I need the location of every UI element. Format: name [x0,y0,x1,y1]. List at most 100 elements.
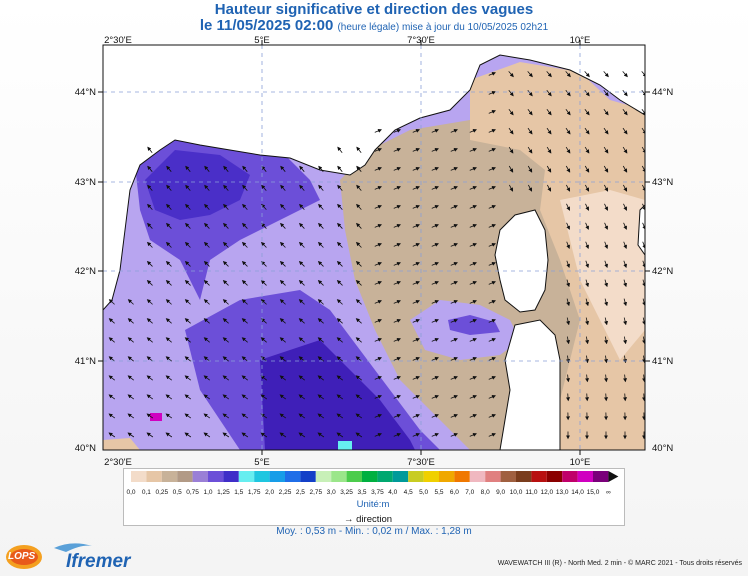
wave-arrow [622,90,628,97]
wave-arrow [622,146,628,154]
wave-arrow [393,167,401,171]
wave-arrow [223,203,229,210]
wave-arrow [241,375,249,381]
wave-arrow [108,318,115,324]
wave-arrow [604,203,608,211]
wave-arrow [280,222,286,229]
update-note: (heure légale) mise à jour du 10/05/2025… [337,22,549,33]
wave-arrow [623,260,627,269]
wave-arrow [469,319,477,323]
wave-arrow [393,395,401,399]
axis-ticks [98,40,650,455]
wave-arrow [203,432,211,438]
wave-arrow [336,432,344,438]
wave-arrow [566,374,571,383]
very-low-wave-zone [470,62,645,450]
wave-arrow [317,375,325,381]
wave-arrow [546,90,552,97]
wave-arrow [393,243,401,247]
wave-arrow [204,184,210,191]
wave-arrow [108,299,115,305]
wave-arrow [508,108,514,116]
wave-arrow [261,203,267,210]
wave-arrow [356,146,362,153]
wave-arrow [450,186,458,190]
bottom-lon-label: 10°E [570,457,591,468]
wave-arrow [469,376,477,380]
wave-arrow [279,337,286,343]
wave-arrow [623,203,627,211]
high-wave-pocket [448,315,500,335]
wave-arrow [127,432,135,438]
wave-arrow [222,394,230,400]
ifremer-logo-text: Ifremer [66,551,131,572]
wave-arrow [222,337,229,343]
model-credit: WAVEWATCH III (R) - North Med. 2 min - ©… [497,560,742,567]
wave-arrow [623,298,628,307]
wave-arrow [355,241,362,248]
wave-arrow [412,224,420,228]
wave-arrow [622,127,628,135]
wave-arrow [604,355,609,364]
wave-arrow [622,108,628,116]
wave-arrow [203,413,211,419]
wave-arrow [393,376,401,380]
wave-arrow [146,432,154,438]
wave-arrow [374,129,382,133]
wave-arrow [336,375,344,381]
wave-arrow [585,203,589,211]
wave-arrow [450,205,458,209]
wave-arrow [298,375,306,381]
wave-arrow [203,337,210,343]
right-lat-label: 40°N [652,443,673,454]
wave-arrow [355,260,362,267]
wave-arrow [431,262,439,266]
wave-arrow [165,260,172,267]
wave-arrow [603,146,609,154]
direction-legend: → direction [344,514,392,525]
wave-arrow [469,300,477,304]
top-lon-label: 10°E [570,35,591,46]
wave-arrow [469,414,477,418]
wave-arrow [222,413,230,419]
wave-arrow [336,394,344,400]
wave-arrow [184,413,192,419]
wave-arrow [355,356,362,362]
wave-arrow [412,262,420,266]
wave-arrow [566,298,571,307]
wave-arrow [185,184,191,191]
bottom-lon-label: 5°E [254,457,269,468]
wave-arrow [393,186,401,190]
wave-arrow [203,280,210,286]
wave-arrow [450,433,458,437]
wave-arrow [165,299,172,305]
wave-arrow [242,165,248,172]
wave-arrow [184,356,191,362]
wave-arrow [222,375,230,381]
wave-arrow [241,432,249,438]
wave-arrow [469,224,477,228]
wave-arrow [527,165,533,173]
wave-arrow [488,72,496,76]
wave-arrow [450,262,458,266]
wave-arrow [298,394,306,400]
wave-arrow [337,222,343,229]
wave-arrow [488,300,496,304]
wave-arrow [469,243,477,247]
wave-arrow [566,203,570,211]
wave-arrow [374,243,382,247]
wave-arrow [318,222,324,229]
wave-arrow [641,90,645,97]
wave-arrow [566,317,571,326]
wave-arrow [299,222,305,229]
top-lon-label: 5°E [254,35,269,46]
wave-arrow [431,338,439,342]
wave-arrow [412,281,420,285]
wave-arrow [127,299,134,305]
wave-arrow [623,241,627,249]
wave-arrow [242,222,248,229]
wave-arrow [261,184,267,191]
wave-arrow [488,376,496,380]
wave-arrow [412,167,420,171]
